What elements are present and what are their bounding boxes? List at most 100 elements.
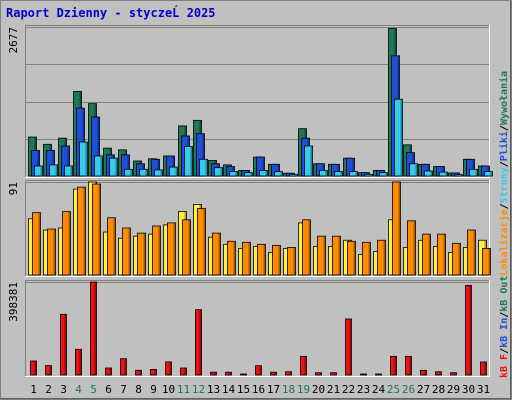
bar-shade-requests-2-day-14 xyxy=(235,172,237,176)
y-tick-label-traffic: 398381 xyxy=(7,282,20,322)
bar-traffic-0-day-16 xyxy=(255,365,262,376)
bar-shade-traffic-0-day-18 xyxy=(289,372,291,375)
legend-item: Strony xyxy=(499,167,510,203)
bar-shade-traffic-0-day-17 xyxy=(274,372,276,375)
bar-shade-traffic-0-day-7 xyxy=(124,359,126,375)
bar-shade-requests-2-day-2 xyxy=(55,165,57,176)
bar-requests-2-day-6 xyxy=(109,157,118,177)
bar-shade-sites-1-day-9 xyxy=(158,226,160,275)
bar-shade-sites-1-day-25 xyxy=(398,182,400,275)
bar-shade-requests-2-day-12 xyxy=(205,159,207,176)
bar-shade-requests-2-day-9 xyxy=(160,170,162,176)
x-tick-label-day-13: 13 xyxy=(207,383,220,396)
bar-requests-2-day-1 xyxy=(34,165,43,177)
x-tick-label-day-4: 4 xyxy=(75,383,82,396)
bar-shade-traffic-0-day-16 xyxy=(259,366,261,375)
x-tick-label-day-11: 11 xyxy=(177,383,190,396)
bar-traffic-0-day-1 xyxy=(30,360,37,376)
bar-shade-sites-1-day-16 xyxy=(263,244,265,275)
bar-requests-2-day-27 xyxy=(424,170,433,177)
bar-shade-requests-2-day-10 xyxy=(175,167,177,176)
legend-item: Lokalizacje xyxy=(498,209,510,275)
bar-shade-requests-1-day-3 xyxy=(67,146,69,176)
bar-traffic-0-day-8 xyxy=(135,369,142,376)
bar-requests-2-day-31 xyxy=(484,171,493,177)
bar-shade-traffic-0-day-20 xyxy=(319,373,321,375)
bar-shade-requests-2-day-31 xyxy=(490,172,492,176)
bar-shade-sites-1-day-31 xyxy=(488,248,490,275)
bar-traffic-0-day-21 xyxy=(330,372,337,376)
bar-shade-requests-1-day-12 xyxy=(202,134,204,176)
bar-shade-requests-2-day-17 xyxy=(280,172,282,176)
bar-traffic-0-day-2 xyxy=(45,365,52,376)
bar-shade-traffic-0-day-1 xyxy=(34,361,36,375)
x-tick-label-day-28: 28 xyxy=(432,383,445,396)
bar-traffic-0-day-3 xyxy=(60,313,67,376)
bar-traffic-0-day-17 xyxy=(270,371,277,376)
bar-traffic-0-day-22 xyxy=(345,318,352,376)
bar-shade-sites-1-day-5 xyxy=(98,184,100,275)
x-tick-label-day-27: 27 xyxy=(417,383,430,396)
panel-traffic xyxy=(25,280,490,377)
bar-requests-2-day-18 xyxy=(289,173,298,177)
bar-requests-2-day-30 xyxy=(469,168,478,177)
bar-requests-2-day-9 xyxy=(154,169,163,177)
bar-traffic-0-day-5 xyxy=(90,281,97,376)
bar-shade-sites-1-day-10 xyxy=(173,223,175,275)
bar-sites-1-day-15 xyxy=(242,241,251,276)
panel-requests xyxy=(25,25,493,178)
bar-sites-1-day-29 xyxy=(452,242,461,276)
bar-shade-sites-1-day-7 xyxy=(128,228,130,275)
bar-shade-sites-1-day-21 xyxy=(338,236,340,275)
bar-traffic-0-day-14 xyxy=(225,371,232,376)
bar-sites-1-day-28 xyxy=(437,233,446,276)
bar-shade-requests-2-day-13 xyxy=(220,168,222,176)
bar-sites-1-day-5 xyxy=(92,183,101,276)
bar-shade-requests-2-day-26 xyxy=(415,164,417,176)
bar-sites-1-day-19 xyxy=(302,219,311,276)
bar-shade-requests-1-day-1 xyxy=(37,150,39,176)
bar-shade-sites-1-day-3 xyxy=(68,212,70,275)
bar-shade-traffic-0-day-11 xyxy=(184,368,186,375)
bar-shade-traffic-0-day-9 xyxy=(154,369,156,375)
bar-shade-traffic-0-day-2 xyxy=(49,366,51,375)
bar-traffic-0-day-11 xyxy=(180,367,187,376)
bar-shade-requests-2-day-1 xyxy=(40,166,42,176)
bar-shade-traffic-0-day-25 xyxy=(394,356,396,375)
x-tick-label-day-3: 3 xyxy=(60,383,67,396)
bar-requests-2-day-15 xyxy=(244,172,253,177)
bar-shade-requests-2-day-21 xyxy=(340,172,342,176)
bar-shade-sites-1-day-1 xyxy=(38,213,40,275)
bar-sites-1-day-12 xyxy=(197,208,206,276)
x-tick-label-day-8: 8 xyxy=(135,383,142,396)
bar-sites-1-day-14 xyxy=(227,240,236,276)
bar-shade-sites-1-day-15 xyxy=(248,242,250,275)
x-tick-label-day-25: 25 xyxy=(387,383,400,396)
bar-traffic-0-day-26 xyxy=(405,355,412,376)
bar-shade-traffic-0-day-8 xyxy=(139,370,141,375)
bar-requests-2-day-10 xyxy=(169,166,178,177)
legend-item: Pliki xyxy=(498,131,510,161)
x-tick-label-day-15: 15 xyxy=(237,383,250,396)
bar-shade-sites-1-day-30 xyxy=(473,230,475,275)
bar-shade-traffic-0-day-3 xyxy=(64,314,66,375)
bar-shade-sites-1-day-22 xyxy=(353,241,355,275)
bar-shade-requests-2-day-18 xyxy=(295,174,297,176)
bar-shade-sites-1-day-4 xyxy=(83,187,85,275)
x-tick-label-day-19: 19 xyxy=(297,383,310,396)
bar-sites-1-day-9 xyxy=(152,225,161,276)
legend-item: / xyxy=(499,348,510,354)
bar-sites-1-day-21 xyxy=(332,235,341,276)
bar-shade-traffic-0-day-4 xyxy=(79,349,81,375)
bar-requests-2-day-14 xyxy=(229,171,238,177)
bar-sites-1-day-27 xyxy=(422,233,431,276)
panel-sites xyxy=(25,180,491,277)
bar-sites-1-day-24 xyxy=(377,239,386,276)
bar-requests-2-day-29 xyxy=(454,174,463,177)
bar-sites-1-day-1 xyxy=(32,212,41,276)
bar-requests-2-day-21 xyxy=(334,171,343,177)
bar-shade-traffic-0-day-29 xyxy=(454,373,456,375)
bar-requests-2-day-19 xyxy=(304,145,313,177)
bar-shade-requests-1-day-28 xyxy=(442,167,444,176)
